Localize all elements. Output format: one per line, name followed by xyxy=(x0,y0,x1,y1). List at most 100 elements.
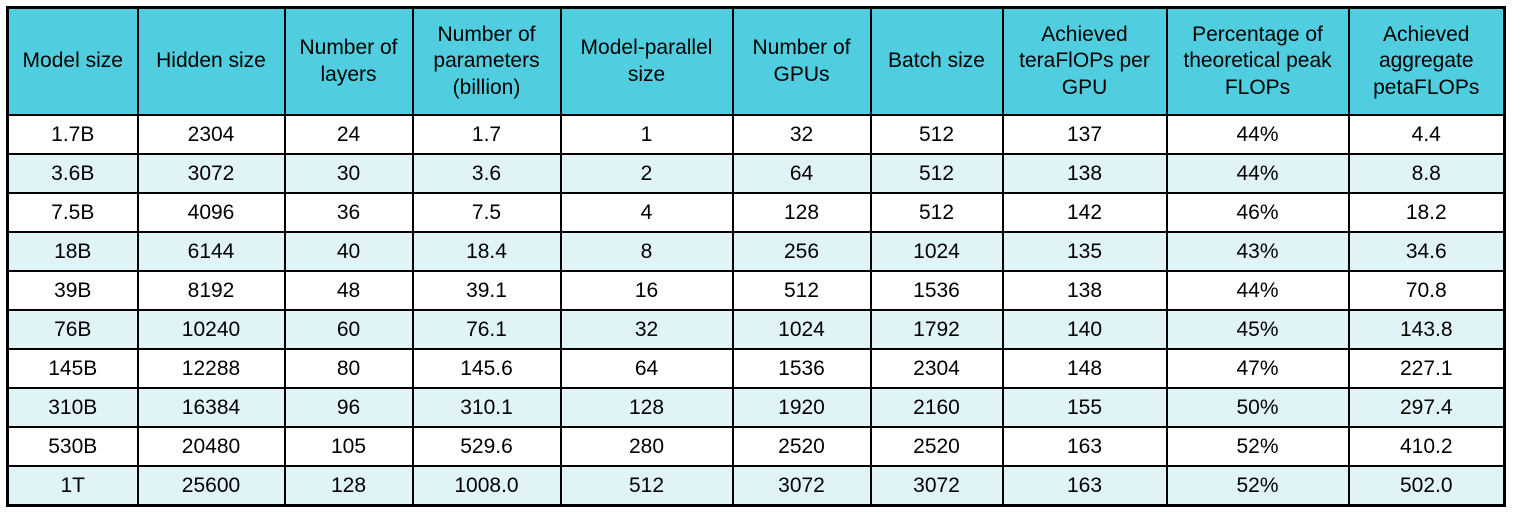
table-cell: 44% xyxy=(1165,153,1350,194)
table-cell: 512 xyxy=(559,465,734,507)
table-cell: 3.6 xyxy=(411,153,562,194)
table-cell: 2520 xyxy=(731,426,872,467)
table-cell: 60 xyxy=(283,309,414,350)
column-header-9: Achieved aggregate petaFLOPs xyxy=(1347,6,1506,116)
table-cell: 32 xyxy=(559,309,734,350)
table-cell: 145B xyxy=(6,348,139,389)
table-cell: 529.6 xyxy=(411,426,562,467)
table-cell: 280 xyxy=(559,426,734,467)
table-cell: 163 xyxy=(1001,465,1168,507)
table-cell: 16384 xyxy=(136,387,286,428)
table-cell: 7.5B xyxy=(6,192,139,233)
table-cell: 2 xyxy=(559,153,734,194)
table-cell: 137 xyxy=(1001,114,1168,155)
table-cell: 256 xyxy=(731,231,872,272)
table-cell: 128 xyxy=(559,387,734,428)
table-cell: 105 xyxy=(283,426,414,467)
table-cell: 25600 xyxy=(136,465,286,507)
table-cell: 128 xyxy=(731,192,872,233)
table-cell: 70.8 xyxy=(1347,270,1506,311)
table-cell: 140 xyxy=(1001,309,1168,350)
table-cell: 10240 xyxy=(136,309,286,350)
table-cell: 1008.0 xyxy=(411,465,562,507)
column-header-3: Number of parameters (billion) xyxy=(411,6,562,116)
table-cell: 227.1 xyxy=(1347,348,1506,389)
table-row: 310B 16384 96 310.1 128 1920 2160 155 50% 297.4 xyxy=(6,387,1506,428)
table-cell: 128 xyxy=(283,465,414,507)
table-cell: 1536 xyxy=(869,270,1004,311)
table-cell: 39.1 xyxy=(411,270,562,311)
table-cell: 64 xyxy=(559,348,734,389)
table-cell: 2520 xyxy=(869,426,1004,467)
table-cell: 80 xyxy=(283,348,414,389)
table-row: 530B 20480 105 529.6 280 2520 2520 163 52% 410.2 xyxy=(6,426,1506,467)
table-row: 7.5B 4096 36 7.5 4 128 512 142 46% 18.2 xyxy=(6,192,1506,233)
table-cell: 502.0 xyxy=(1347,465,1506,507)
column-header-0: Model size xyxy=(6,6,139,116)
table-cell: 512 xyxy=(731,270,872,311)
column-header-7: Achieved teraFlOPs per GPU xyxy=(1001,6,1168,116)
column-header-8: Percentage of theoretical peak FLOPs xyxy=(1165,6,1350,116)
table-row: 145B 12288 80 145.6 64 1536 2304 148 47% 227.1 xyxy=(6,348,1506,389)
table-cell: 2304 xyxy=(136,114,286,155)
table-cell: 47% xyxy=(1165,348,1350,389)
table-cell: 1.7B xyxy=(6,114,139,155)
table-cell: 76B xyxy=(6,309,139,350)
table-cell: 163 xyxy=(1001,426,1168,467)
table-cell: 512 xyxy=(869,114,1004,155)
table-header: Model size Hidden size Number of layers Num… xyxy=(6,6,1506,116)
column-header-1: Hidden size xyxy=(136,6,286,116)
table-cell: 52% xyxy=(1165,465,1350,507)
table-cell: 142 xyxy=(1001,192,1168,233)
table-cell: 50% xyxy=(1165,387,1350,428)
table-cell: 135 xyxy=(1001,231,1168,272)
table-cell: 310B xyxy=(6,387,139,428)
column-header-2: Number of layers xyxy=(283,6,414,116)
table-cell: 44% xyxy=(1165,270,1350,311)
table-body: 1.7B 2304 24 1.7 1 32 512 137 44% 4.4 3.6B 3072 30 3.… xyxy=(6,114,1506,507)
table-cell: 1024 xyxy=(731,309,872,350)
table-cell: 8192 xyxy=(136,270,286,311)
table-cell: 30 xyxy=(283,153,414,194)
table-cell: 4 xyxy=(559,192,734,233)
table-cell: 3072 xyxy=(869,465,1004,507)
table-cell: 410.2 xyxy=(1347,426,1506,467)
table-cell: 143.8 xyxy=(1347,309,1506,350)
table-row: 18B 6144 40 18.4 8 256 1024 135 43% 34.6 xyxy=(6,231,1506,272)
table-cell: 1792 xyxy=(869,309,1004,350)
table-cell: 40 xyxy=(283,231,414,272)
table-cell: 4096 xyxy=(136,192,286,233)
table-cell: 24 xyxy=(283,114,414,155)
table-cell: 3072 xyxy=(136,153,286,194)
table-cell: 155 xyxy=(1001,387,1168,428)
table-cell: 1920 xyxy=(731,387,872,428)
table-cell: 39B xyxy=(6,270,139,311)
table-cell: 530B xyxy=(6,426,139,467)
table-cell: 20480 xyxy=(136,426,286,467)
table-cell: 48 xyxy=(283,270,414,311)
table-row: 39B 8192 48 39.1 16 512 1536 138 44% 70.8 xyxy=(6,270,1506,311)
table-cell: 52% xyxy=(1165,426,1350,467)
table-cell: 45% xyxy=(1165,309,1350,350)
table-cell: 46% xyxy=(1165,192,1350,233)
table-cell: 12288 xyxy=(136,348,286,389)
table-row: 1T 25600 128 1008.0 512 3072 3072 163 52% 502.0 xyxy=(6,465,1506,507)
table-cell: 18B xyxy=(6,231,139,272)
table-cell: 512 xyxy=(869,153,1004,194)
table-row: 76B 10240 60 76.1 32 1024 1792 140 45% 143.8 xyxy=(6,309,1506,350)
table-cell: 34.6 xyxy=(1347,231,1506,272)
table-cell: 8.8 xyxy=(1347,153,1506,194)
table-cell: 2304 xyxy=(869,348,1004,389)
table-row: 3.6B 3072 30 3.6 2 64 512 138 44% 8.8 xyxy=(6,153,1506,194)
table-cell: 1 xyxy=(559,114,734,155)
table-cell: 7.5 xyxy=(411,192,562,233)
table-cell: 310.1 xyxy=(411,387,562,428)
table-cell: 18.2 xyxy=(1347,192,1506,233)
table-cell: 6144 xyxy=(136,231,286,272)
table-cell: 138 xyxy=(1001,153,1168,194)
table-cell: 138 xyxy=(1001,270,1168,311)
table-cell: 1536 xyxy=(731,348,872,389)
table-cell: 44% xyxy=(1165,114,1350,155)
table-cell: 64 xyxy=(731,153,872,194)
table-cell: 3.6B xyxy=(6,153,139,194)
